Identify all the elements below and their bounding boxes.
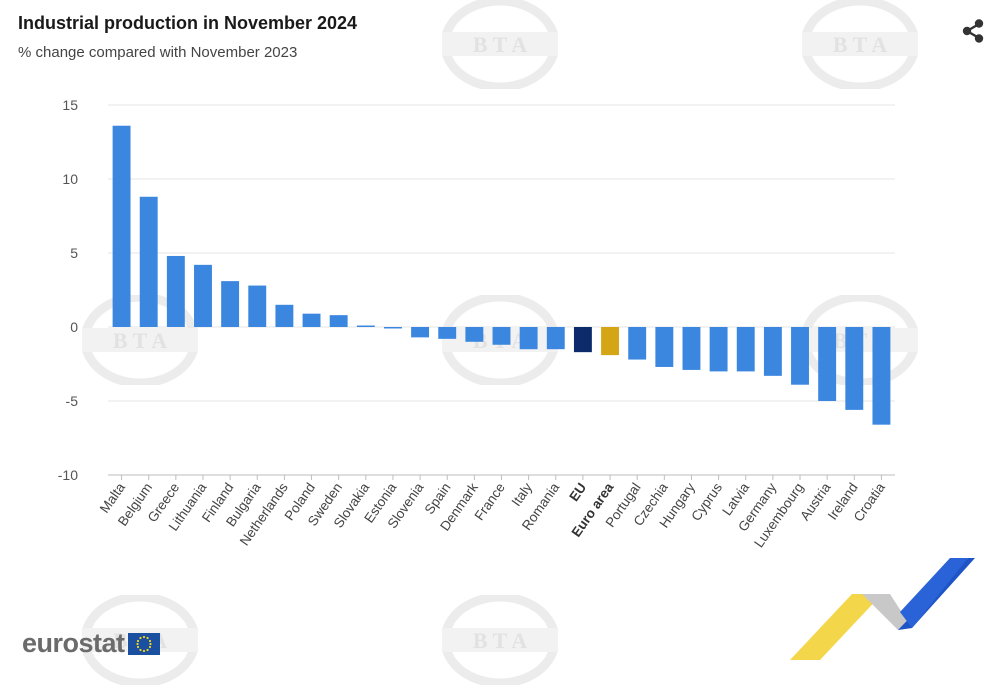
share-icon[interactable] [958, 16, 988, 46]
bar-romania [546, 327, 565, 350]
bar-czechia [655, 327, 674, 367]
bar-slovenia [411, 327, 430, 338]
y-tick-label: 15 [62, 97, 78, 113]
eu-flag-icon [127, 632, 160, 655]
bar-chart: 151050-5-10MaltaBelgiumGreeceLithuaniaFi… [58, 97, 895, 550]
y-tick-label: -5 [66, 393, 79, 409]
bar-poland [302, 313, 321, 327]
bar-greece [166, 255, 185, 327]
chart-subtitle: % change compared with November 2023 [18, 44, 298, 61]
bar-belgium [139, 196, 158, 327]
x-category-label: Italy [509, 480, 536, 509]
bar-netherlands [275, 304, 294, 327]
bar-hungary [682, 327, 701, 370]
bar-lithuania [194, 264, 212, 327]
bar-denmark [465, 327, 484, 342]
bar-eu [573, 327, 592, 353]
bar-cyprus [709, 327, 728, 372]
y-tick-label: 10 [62, 171, 78, 187]
bar-ireland [845, 327, 864, 410]
watermark-logo: B T A [440, 592, 560, 690]
svg-text:B T A: B T A [473, 628, 527, 653]
bar-malta [112, 125, 131, 327]
logo-text: eurostat [22, 628, 125, 658]
x-category-label: EU [566, 480, 589, 504]
bar-luxembourg [791, 327, 809, 385]
bar-france [492, 327, 511, 345]
y-tick-label: 5 [70, 245, 78, 261]
bar-portugal [628, 327, 647, 360]
y-tick-label: 0 [70, 319, 78, 335]
eurostat-logo: eurostat [22, 628, 160, 659]
bar-austria [818, 327, 837, 401]
bta-swoosh-icon [790, 558, 975, 660]
bar-latvia [736, 327, 755, 372]
bar-euro-area [601, 327, 620, 356]
bar-sweden [329, 315, 348, 327]
bar-italy [519, 327, 538, 350]
bar-bulgaria [248, 285, 267, 327]
bar-slovakia [356, 325, 375, 327]
bar-croatia [872, 327, 891, 425]
y-tick-label: -10 [58, 467, 78, 483]
bar-germany [763, 327, 782, 376]
bar-estonia [383, 327, 402, 329]
bar-spain [438, 327, 457, 339]
chart-title: Industrial production in November 2024 [18, 13, 358, 33]
bar-finland [221, 281, 240, 327]
